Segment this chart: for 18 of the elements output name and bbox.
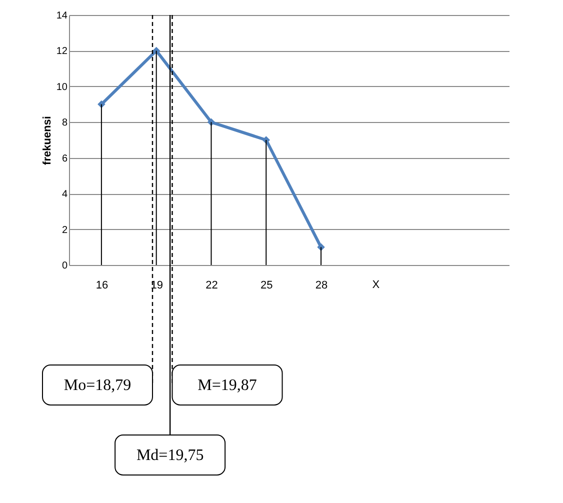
y-tick-label: 0 <box>62 260 68 272</box>
x-tick-label: 22 <box>206 280 218 292</box>
ref-line-label: M=19,87 <box>198 377 257 394</box>
y-axis-title: frekuensi <box>41 116 54 165</box>
x-tick-label: 19 <box>150 280 163 292</box>
x-tick-label: 28 <box>315 280 328 292</box>
x-tick-label: 25 <box>260 280 273 292</box>
ref-line-label: Md=19,75 <box>136 447 204 464</box>
y-tick-label: 4 <box>62 189 68 200</box>
x-axis-title: X <box>372 279 380 291</box>
ref-line-label: Mo=18,79 <box>64 377 132 394</box>
y-tick-label: 10 <box>56 82 68 93</box>
y-tick-label: 6 <box>62 153 68 164</box>
x-tick-label: 16 <box>96 280 108 292</box>
y-tick-label: 2 <box>62 224 68 236</box>
y-tick-label: 12 <box>56 46 68 58</box>
y-tick-label: 8 <box>62 118 68 129</box>
y-tick-label: 14 <box>56 10 68 22</box>
